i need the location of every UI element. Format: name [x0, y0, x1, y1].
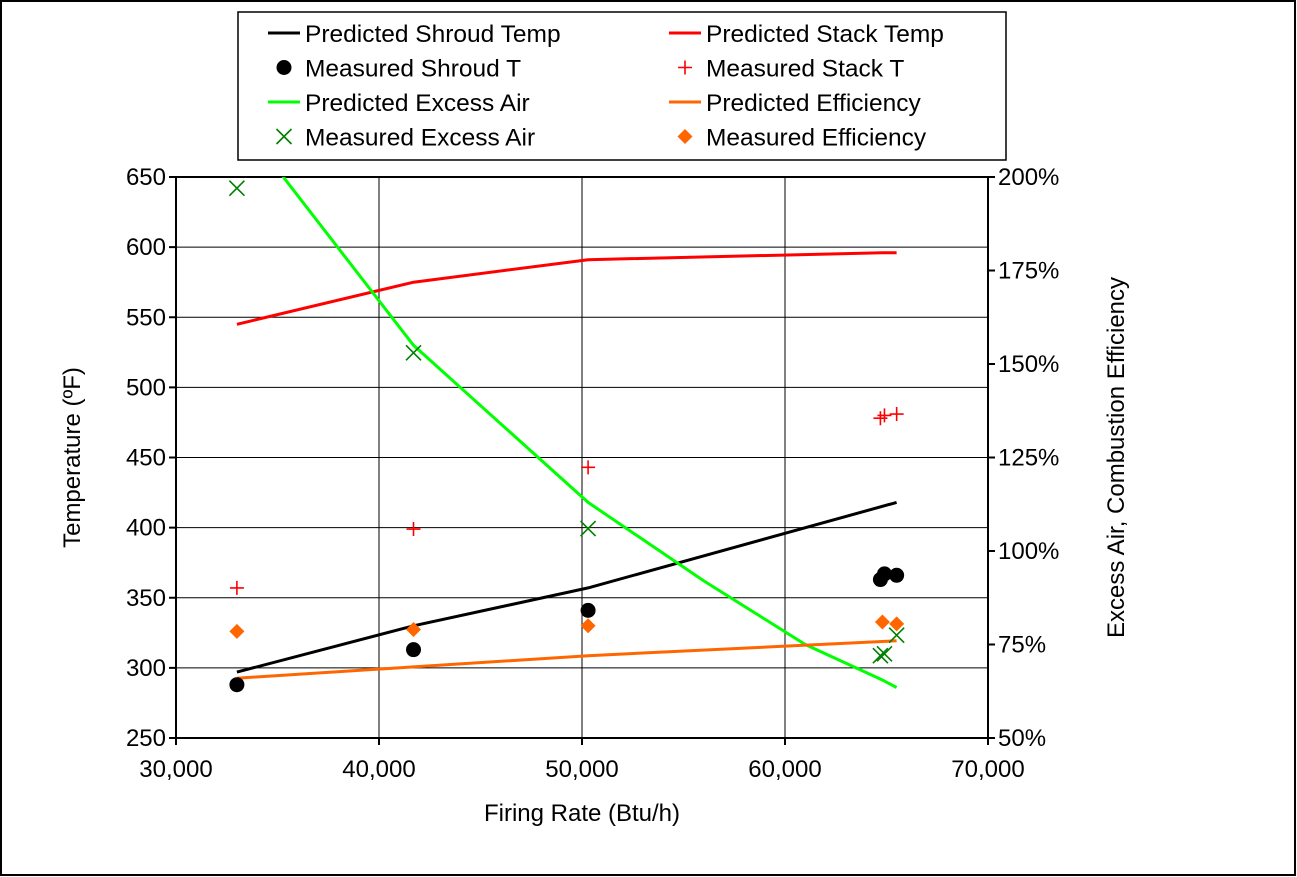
data-point	[229, 677, 245, 693]
series-line	[236, 500, 898, 674]
y-tick-label: 300	[126, 655, 166, 682]
y2-tick-label: 125%	[998, 445, 1059, 472]
axis-ticks	[169, 176, 995, 745]
y-tick-label: 600	[126, 234, 166, 261]
legend-entry: Predicted Efficiency	[669, 90, 921, 117]
legend-label: Predicted Excess Air	[305, 90, 530, 117]
legend-marker-swatch	[276, 60, 292, 75]
tick-labels: 30,000 40,000 50,000 60,000 70,000 250 300 350 4…	[126, 164, 1059, 783]
series-measured-excess-air	[228, 180, 905, 664]
legend-entry: Measured Excess Air	[275, 125, 535, 152]
x-tick-label: 40,000	[342, 756, 415, 783]
legend-entry: Measured Stack T	[678, 56, 904, 83]
y-tick-label: 500	[126, 374, 166, 401]
legend-label: Measured Shroud T	[305, 56, 521, 83]
y-tick-label: 250	[126, 725, 166, 752]
series-layer	[228, 177, 905, 693]
series-measured-stack-t	[229, 407, 904, 595]
y-tick-label: 350	[126, 585, 166, 612]
y2-axis-label: Excess Air, Combustion Efficiency	[1103, 277, 1130, 638]
legend-entry: Measured Efficiency	[677, 125, 927, 152]
data-point	[580, 602, 596, 618]
series-predicted-shroud-temp	[236, 500, 898, 674]
data-point	[229, 580, 244, 595]
y2-tick-label: 200%	[998, 164, 1059, 191]
y2-tick-label: 175%	[998, 258, 1059, 285]
data-point	[406, 522, 421, 537]
data-point	[889, 567, 905, 583]
data-point	[889, 616, 905, 632]
data-point	[229, 623, 245, 639]
series-predicted-stack-temp	[236, 251, 897, 326]
series-line	[281, 177, 898, 689]
x-tick-label: 60,000	[748, 756, 821, 783]
legend-entry: Predicted Stack Temp	[669, 21, 944, 48]
legend-entry: Measured Shroud T	[276, 56, 521, 83]
legend-label: Predicted Shroud Temp	[305, 21, 561, 48]
legend-label: Measured Excess Air	[305, 125, 535, 152]
data-point	[406, 622, 422, 638]
series-predicted-efficiency	[236, 639, 897, 680]
data-point	[405, 344, 422, 361]
x-axis-label: Firing Rate (Btu/h)	[484, 800, 680, 827]
y2-tick-label: 75%	[998, 632, 1046, 659]
x-tick-label: 70,000	[951, 756, 1024, 783]
series-line	[236, 251, 897, 326]
y2-tick-label: 100%	[998, 538, 1059, 565]
series-measured-shroud-t	[229, 566, 905, 693]
data-point	[580, 618, 596, 634]
y-axis-label: Temperature (ºF)	[59, 367, 86, 548]
series-measured-efficiency	[229, 614, 905, 639]
legend-marker-swatch	[677, 129, 693, 144]
legend-marker-swatch	[678, 60, 692, 75]
data-point	[228, 180, 245, 197]
y-tick-label: 650	[126, 164, 166, 191]
data-point	[406, 642, 422, 658]
legend-entry: Predicted Shroud Temp	[268, 21, 561, 48]
legend-label: Predicted Stack Temp	[706, 21, 944, 48]
legend-label: Measured Stack T	[706, 56, 904, 83]
data-point	[888, 627, 905, 644]
x-tick-label: 50,000	[545, 756, 618, 783]
data-point	[581, 460, 596, 475]
data-point	[580, 520, 597, 537]
legend: Predicted Shroud Temp Predicted Stack Tem…	[237, 11, 1007, 161]
legend-box	[237, 11, 1007, 161]
x-tick-label: 30,000	[139, 756, 212, 783]
y2-tick-label: 50%	[998, 725, 1046, 752]
series-predicted-excess-air	[281, 177, 898, 689]
data-point	[874, 614, 890, 630]
legend-label: Measured Efficiency	[706, 125, 927, 152]
data-point	[876, 645, 893, 662]
data-point	[877, 408, 892, 423]
legend-label: Predicted Efficiency	[706, 90, 921, 117]
y-tick-label: 450	[126, 445, 166, 472]
series-line	[236, 639, 897, 680]
data-point	[889, 407, 904, 422]
data-point	[876, 566, 892, 582]
y-tick-label: 400	[126, 515, 166, 542]
legend-marker-swatch	[275, 128, 293, 145]
y2-tick-label: 150%	[998, 351, 1059, 378]
data-point	[872, 647, 889, 664]
legend-entry: Predicted Excess Air	[268, 90, 530, 117]
y-tick-label: 550	[126, 304, 166, 331]
